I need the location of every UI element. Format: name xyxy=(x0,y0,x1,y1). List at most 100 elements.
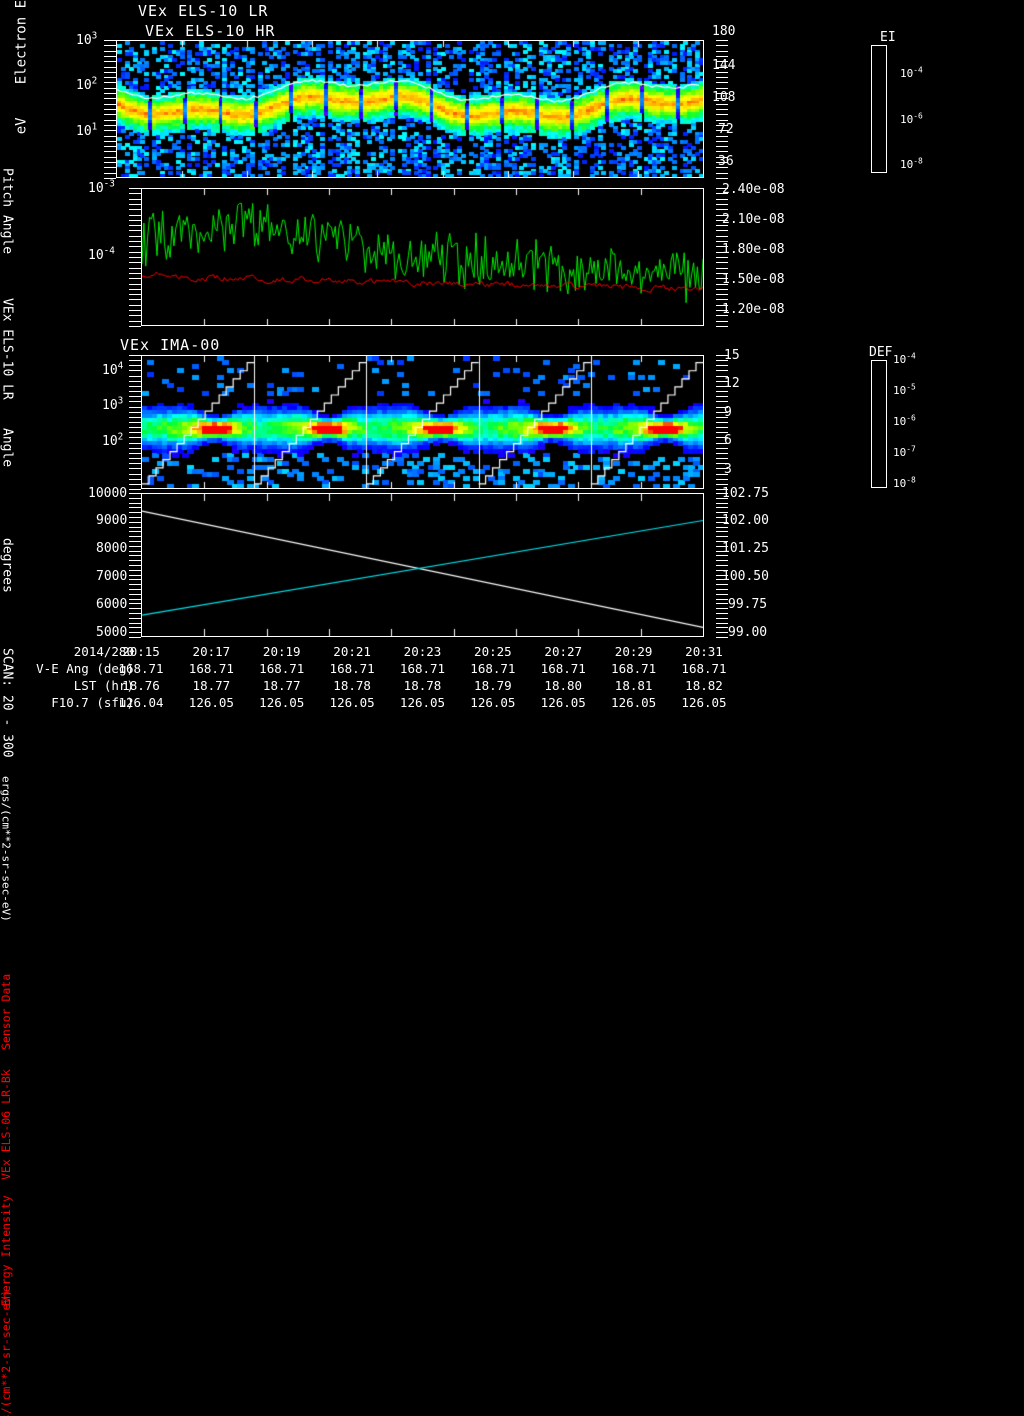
panel2-rtick-2: 2.10e-08 xyxy=(722,212,785,227)
axis-tick xyxy=(716,251,728,253)
axis-tick xyxy=(716,391,728,393)
axis-tick xyxy=(716,257,728,258)
axis-tick xyxy=(129,603,141,605)
axis-tick xyxy=(104,71,116,73)
axis-tick xyxy=(716,61,728,63)
axis-tick xyxy=(716,109,728,110)
axis-tick xyxy=(129,385,141,387)
axis-tick xyxy=(129,536,141,538)
panel-ima-spectrogram[interactable] xyxy=(141,355,704,489)
axis-tick xyxy=(716,447,728,449)
panel4-ytick-8000: 8000 xyxy=(96,541,128,556)
footer-cell: 168.71 xyxy=(329,661,375,676)
axis-tick xyxy=(129,214,141,216)
colorbar1-tick-1: 10-4 xyxy=(900,65,923,80)
axis-tick xyxy=(716,536,728,538)
axis-tick xyxy=(716,93,728,95)
axis-tick xyxy=(104,55,116,57)
axis-tick xyxy=(129,365,141,367)
colorbar3-tick-3: 10-6 xyxy=(893,413,916,428)
colorbar3-tick-1: 10-4 xyxy=(893,351,916,366)
axis-tick xyxy=(104,82,116,84)
axis-tick xyxy=(716,637,728,638)
axis-tick xyxy=(129,545,141,547)
axis-tick xyxy=(716,315,728,317)
axis-tick xyxy=(104,162,116,164)
axis-tick xyxy=(129,584,141,586)
panel1-right-label-pitch: Pitch Angle xyxy=(0,168,15,255)
axis-tick xyxy=(129,432,141,434)
axis-tick xyxy=(716,262,728,264)
axis-tick xyxy=(129,598,141,600)
footer-cell: 126.04 xyxy=(118,695,164,710)
axis-tick xyxy=(716,489,728,490)
axis-tick xyxy=(716,360,728,362)
axis-tick xyxy=(104,109,116,110)
axis-tick xyxy=(716,130,728,132)
axis-tick xyxy=(716,167,728,169)
axis-tick xyxy=(716,45,728,47)
axis-tick xyxy=(129,502,141,504)
axis-tick xyxy=(716,458,728,460)
axis-tick xyxy=(129,257,141,258)
axis-tick xyxy=(104,140,116,142)
axis-tick xyxy=(104,93,116,95)
panel-altitude-sza[interactable] xyxy=(141,493,704,637)
panel1-right-label-sensor: VEx ELS-10 LR xyxy=(0,298,15,400)
axis-tick xyxy=(716,608,728,610)
footer-cell: 20:17 xyxy=(192,644,231,659)
axis-tick xyxy=(716,560,728,562)
axis-tick xyxy=(716,135,728,137)
footer-cell: 168.71 xyxy=(681,661,727,676)
footer-cell: 126.05 xyxy=(470,695,516,710)
panel3-ytick-4: 104 xyxy=(102,360,124,378)
footer-cell: 126.05 xyxy=(611,695,657,710)
panel1-left-axis-units-text: eV xyxy=(13,117,30,135)
axis-tick xyxy=(129,241,141,243)
footer-cell: 20:25 xyxy=(474,644,512,659)
footer-cell: 168.71 xyxy=(399,661,446,676)
panel3-rtick-3: 3 xyxy=(724,462,732,477)
axis-tick xyxy=(129,315,141,317)
panel2-left-label-units: ergs/(cm**2-sr-sec-eV) xyxy=(0,1289,13,1416)
axis-tick xyxy=(716,437,728,439)
axis-tick xyxy=(129,219,141,221)
axis-tick xyxy=(716,320,728,322)
axis-tick xyxy=(129,355,141,356)
panel-electron-energy-spectrogram[interactable] xyxy=(116,40,704,178)
footer-cell: 18.79 xyxy=(474,678,512,693)
axis-tick xyxy=(104,61,116,63)
panel-energy-intensity-bfield[interactable] xyxy=(141,188,704,326)
axis-tick xyxy=(129,512,141,514)
axis-tick xyxy=(129,391,141,393)
axis-tick xyxy=(129,401,141,403)
axis-tick xyxy=(716,299,728,301)
axis-tick xyxy=(129,437,141,439)
axis-tick xyxy=(716,66,728,68)
panel4-ytick-6000: 6000 xyxy=(96,597,128,612)
panel3-title: VEx IMA-00 xyxy=(120,336,221,354)
axis-tick xyxy=(129,360,141,362)
axis-tick xyxy=(129,526,141,528)
axis-tick xyxy=(716,370,728,372)
footer-row-label: 2014/280 xyxy=(73,644,134,659)
axis-tick xyxy=(129,622,141,624)
axis-tick xyxy=(716,71,728,73)
axis-tick xyxy=(716,198,728,200)
axis-tick xyxy=(129,283,141,285)
axis-tick xyxy=(129,478,141,480)
panel3-ytick-2: 102 xyxy=(102,431,124,449)
axis-tick xyxy=(104,167,116,169)
axis-tick xyxy=(104,124,116,126)
axis-tick xyxy=(716,355,728,356)
axis-tick xyxy=(129,294,141,296)
axis-tick xyxy=(716,162,728,164)
axis-tick xyxy=(129,251,141,253)
axis-tick xyxy=(716,422,728,423)
axis-tick xyxy=(716,326,728,327)
axis-tick xyxy=(104,135,116,137)
axis-tick xyxy=(129,497,141,499)
axis-tick xyxy=(129,447,141,449)
footer-cell: 20:31 xyxy=(685,644,723,659)
axis-tick xyxy=(716,172,728,174)
